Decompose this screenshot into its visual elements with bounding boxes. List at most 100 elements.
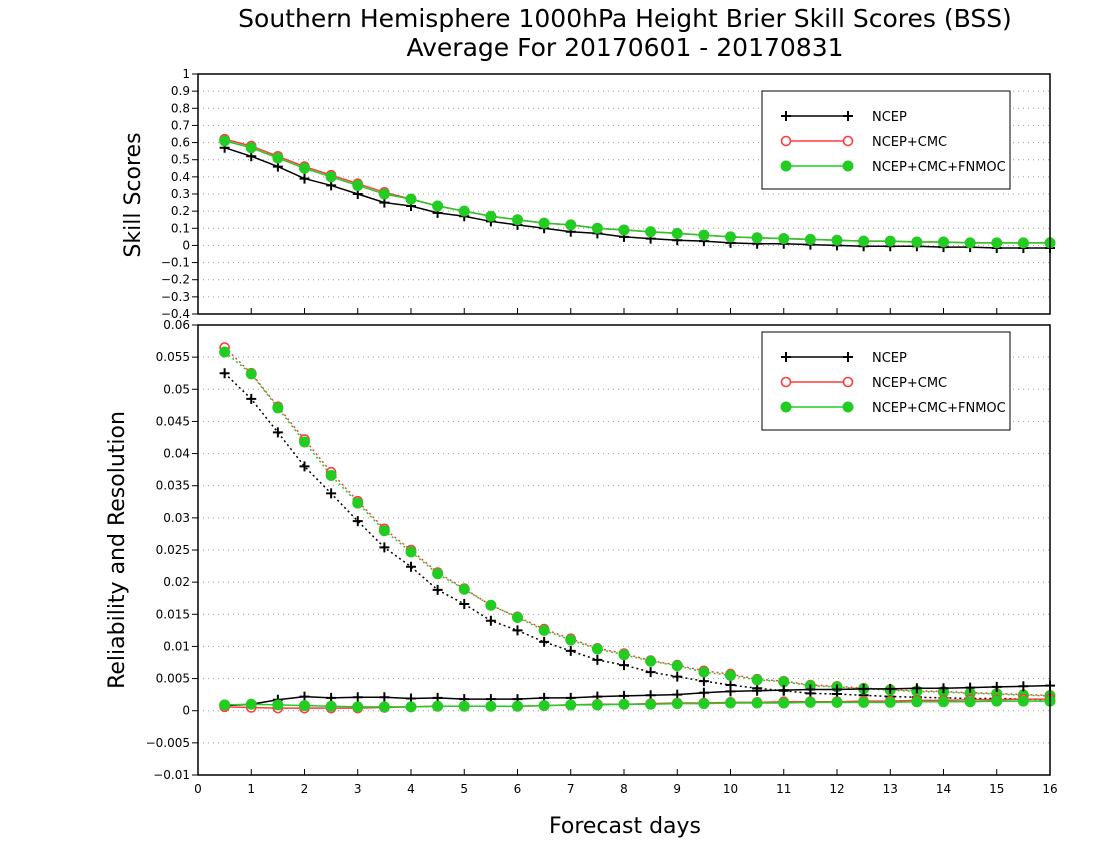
x-tick-label: 10 xyxy=(723,782,738,796)
top-data-point xyxy=(698,229,710,241)
chart-title: Southern Hemisphere 1000hPa Height Brier… xyxy=(238,4,1012,33)
x-tick-label: 12 xyxy=(829,782,844,796)
open-circle-marker-icon xyxy=(780,135,792,147)
bottom-data-point xyxy=(299,436,310,448)
top-data-point xyxy=(299,162,310,174)
bottom-data-point xyxy=(911,696,923,708)
bottom-data-point xyxy=(246,393,257,404)
bottom-data-point xyxy=(539,636,550,647)
filled-circle-marker-icon xyxy=(842,160,854,172)
bottom-legend-label: NCEP+CMC xyxy=(872,376,947,391)
bottom-y-tick-label: 0.04 xyxy=(163,447,190,461)
top-legend: NCEP NCEP+CMC NCEP+CMC+FNMOC xyxy=(761,90,1011,190)
bottom-data-point xyxy=(672,671,683,682)
plus-marker-icon xyxy=(781,111,791,121)
bottom-data-point xyxy=(459,599,470,609)
bottom-legend: NCEP NCEP+CMC NCEP+CMC+FNMOC xyxy=(761,331,1011,431)
top-plot-frame xyxy=(197,73,1051,315)
bottom-y-tick-label: 0.01 xyxy=(163,639,190,653)
bottom-y-tick-label: 0.015 xyxy=(156,607,190,621)
top-data-point xyxy=(938,236,949,248)
top-data-point xyxy=(964,237,976,249)
bottom-data-point xyxy=(619,660,629,671)
bottom-data-point xyxy=(406,561,416,572)
bottom-y-tick-label: −0.005 xyxy=(146,736,190,750)
bottom-data-point xyxy=(1017,695,1029,707)
filled-circle-marker-icon xyxy=(780,160,792,172)
bottom-data-point xyxy=(698,698,710,710)
bottom-data-point xyxy=(698,666,710,678)
top-y-tick-label: −0.2 xyxy=(161,273,190,287)
top-data-point xyxy=(378,188,390,200)
top-data-point xyxy=(991,237,1003,249)
bottom-data-point xyxy=(352,516,363,527)
x-tick-label: 0 xyxy=(194,782,202,796)
bottom-data-point xyxy=(698,676,709,687)
filled-circle-marker-icon xyxy=(842,401,854,413)
top-data-point xyxy=(272,152,284,164)
bottom-data-point xyxy=(751,697,763,709)
bottom-data-point xyxy=(378,701,390,713)
open-circle-marker-icon xyxy=(842,376,854,388)
plus-marker-icon xyxy=(843,111,853,121)
chart-subtitle: Average For 20170601 - 20170831 xyxy=(406,33,843,62)
bottom-data-point xyxy=(698,687,709,698)
bottom-data-point xyxy=(778,685,789,696)
bottom-data-point xyxy=(458,583,470,595)
bottom-plot-frame xyxy=(197,324,1051,776)
top-data-point xyxy=(432,200,444,212)
bottom-data-point xyxy=(645,667,656,678)
top-data-point xyxy=(831,234,843,246)
top-y-tick-label: 0 xyxy=(182,238,190,252)
bottom-data-point xyxy=(645,655,657,667)
bottom-data-point xyxy=(432,700,444,712)
bottom-data-point xyxy=(991,695,1003,707)
top-data-point xyxy=(325,171,337,183)
top-data-point xyxy=(1017,237,1029,249)
bottom-data-point xyxy=(245,368,257,380)
x-axis-label: Forecast days xyxy=(549,814,701,839)
bottom-data-point xyxy=(725,686,736,697)
x-tick-label: 2 xyxy=(301,782,309,796)
top-data-point xyxy=(645,226,657,238)
bottom-data-point xyxy=(485,599,497,611)
plus-marker-icon xyxy=(781,352,791,362)
bottom-data-point xyxy=(379,692,390,703)
bottom-data-point xyxy=(618,649,630,661)
bottom-data-point xyxy=(538,700,550,712)
top-data-point xyxy=(884,235,896,247)
top-data-point xyxy=(405,193,417,205)
bottom-data-point xyxy=(512,700,523,712)
bottom-y-tick-label: 0.035 xyxy=(156,479,190,493)
bottom-data-point xyxy=(565,645,576,656)
bottom-data-point xyxy=(219,699,231,711)
bottom-y-tick-label: 0.005 xyxy=(156,672,190,686)
bottom-data-point xyxy=(725,697,736,709)
skill-score-panel: −0.4 −0.3 −0.2 −0.1 0 0.1 0.2 0.3 0.4 0.5 0.6 0.7 0.… xyxy=(161,67,1056,321)
bottom-data-point xyxy=(991,681,1002,692)
x-tick-label: 14 xyxy=(936,782,951,796)
x-tick-label: 13 xyxy=(883,782,898,796)
top-y-axis-label: Skill Scores xyxy=(121,132,146,257)
bottom-data-point xyxy=(378,525,390,537)
top-y-tick-label: 0.5 xyxy=(171,153,190,167)
bottom-series-line xyxy=(224,700,1050,708)
x-tick-label: 1 xyxy=(247,782,255,796)
x-tick-label: 3 xyxy=(354,782,362,796)
bottom-data-point xyxy=(591,643,603,655)
filled-circle-marker-icon xyxy=(780,401,792,413)
bottom-data-point xyxy=(326,488,337,499)
top-y-tick-label: 0.2 xyxy=(171,204,190,218)
open-circle-marker-icon xyxy=(842,135,854,147)
open-circle-marker-icon xyxy=(780,376,792,388)
top-data-point xyxy=(858,235,870,247)
bottom-data-point xyxy=(858,696,870,708)
bottom-data-point xyxy=(325,469,337,481)
top-data-point xyxy=(352,179,364,191)
bottom-series-line xyxy=(224,684,1051,707)
bottom-y-tick-label: 0.045 xyxy=(156,414,190,428)
top-data-point xyxy=(219,135,231,147)
top-y-tick-label: 0.7 xyxy=(171,118,190,132)
x-tick-label: 7 xyxy=(567,782,575,796)
